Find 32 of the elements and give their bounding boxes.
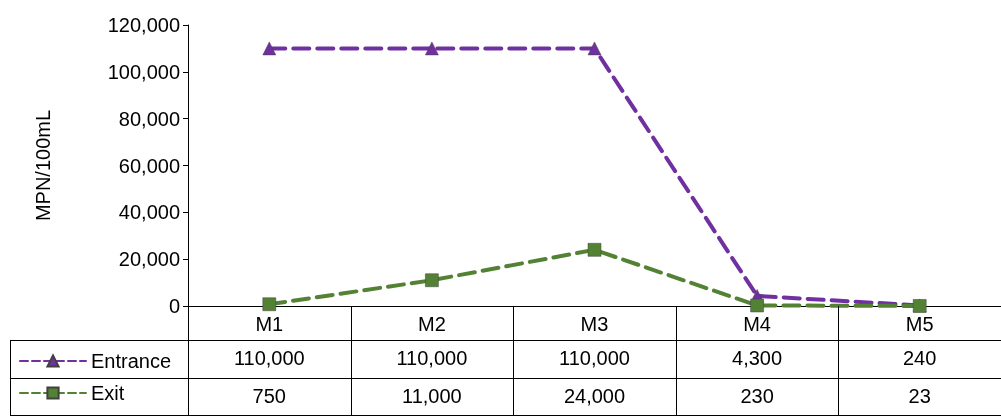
x-tick-label: M4 — [743, 313, 771, 335]
x-tick-label: M2 — [418, 313, 446, 335]
data-label: 110,000 — [395, 347, 469, 370]
y-tick-label: 40,000 — [118, 201, 180, 224]
data-label: 11,000 — [401, 385, 463, 408]
point — [587, 243, 602, 257]
data-label: 110,000 — [558, 347, 631, 370]
point — [262, 41, 277, 56]
data-label: 110,000 — [232, 347, 306, 370]
y-tick-label: 100,000 — [107, 60, 180, 83]
point — [587, 41, 602, 56]
y-tick-label: 120,000 — [107, 14, 180, 36]
y-tick-label: 80,000 — [118, 107, 180, 130]
data-label: 4,300 — [731, 347, 784, 370]
legend-label: Entrance — [91, 350, 172, 372]
y-tick-label: 0 — [168, 295, 180, 317]
point — [262, 297, 277, 311]
data-label: 240 — [902, 347, 938, 370]
data-label: 24,000 — [562, 385, 627, 408]
data-label: 230 — [739, 385, 775, 408]
y-axis-title: MPN/100mL — [32, 109, 54, 222]
y-tick-label: 20,000 — [118, 248, 180, 271]
x-tick-label: M5 — [905, 313, 934, 335]
x-tick-label: M1 — [255, 313, 284, 335]
point — [425, 273, 439, 287]
point — [750, 298, 764, 313]
legend-label: Exit — [91, 382, 125, 404]
y-tick-label: 60,000 — [118, 154, 180, 177]
data-label: 750 — [251, 385, 287, 408]
data-label: 23 — [907, 385, 932, 408]
x-tick-label: M3 — [580, 313, 609, 335]
point — [425, 41, 439, 56]
